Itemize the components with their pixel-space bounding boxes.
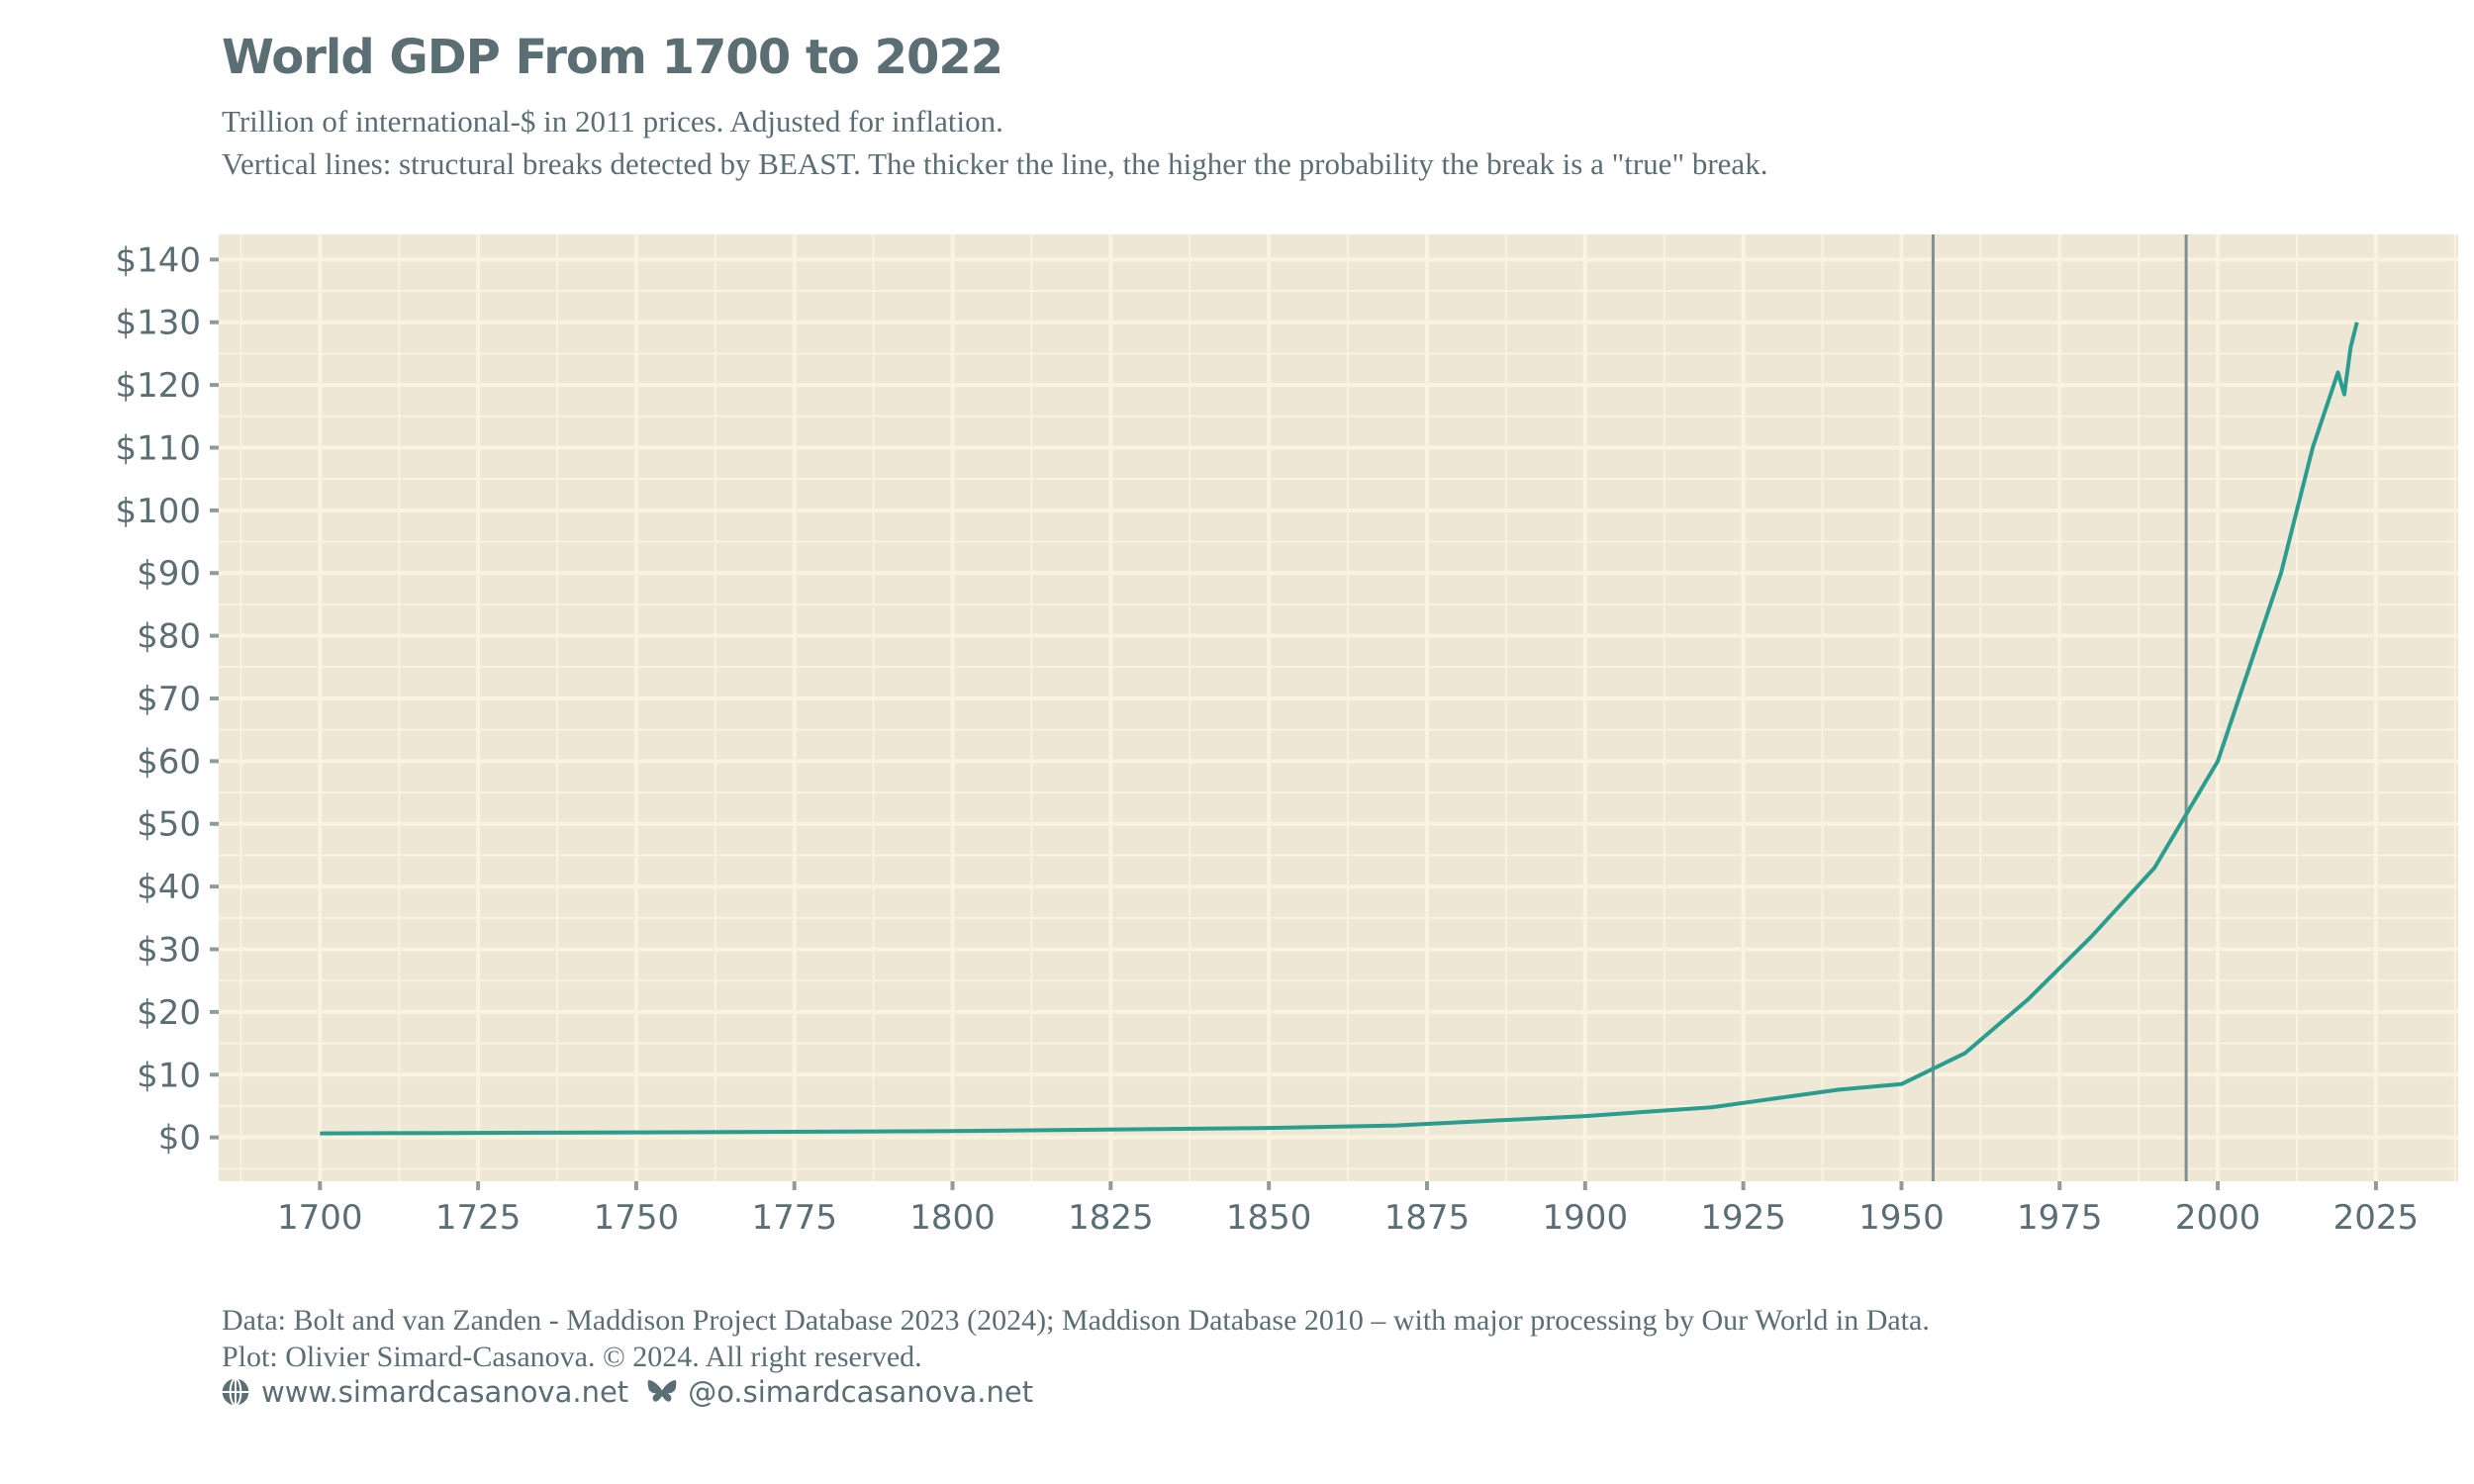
globe-icon	[222, 1377, 249, 1407]
y-tick-label: $100	[115, 492, 201, 531]
y-tick-label: $60	[137, 742, 201, 782]
y-tick-label: $50	[137, 805, 201, 845]
chart: $0 $10 $20 $30 $40 $50 $60 $70 $80 $90 $100 $110 $12…	[115, 234, 2458, 1238]
plot-panel	[219, 234, 2458, 1181]
x-tick-label: 1950	[1858, 1198, 1945, 1238]
x-tick-label: 1925	[1700, 1198, 1786, 1238]
x-tick-label: 1975	[2017, 1198, 2103, 1238]
caption-author: Plot: Olivier Simard-Casanova. © 2024. A…	[222, 1341, 922, 1373]
x-tick-label: 1800	[909, 1198, 996, 1238]
bluesky-link[interactable]: @o.simardcasanova.net	[688, 1375, 1034, 1409]
website-link[interactable]: www.simardcasanova.net	[261, 1375, 629, 1409]
subtitle-line-2: Vertical lines: structural breaks detect…	[222, 146, 1768, 181]
footer-links: www.simardcasanova.net @o.simardcasanova…	[220, 1375, 1033, 1409]
x-tick-label: 2000	[2175, 1198, 2261, 1238]
y-tick-label: $20	[137, 993, 201, 1033]
y-tick-label: $40	[137, 868, 201, 907]
y-tick-label: $130	[115, 304, 201, 343]
y-tick-label: $120	[115, 366, 201, 406]
x-tick-label: 1700	[277, 1198, 363, 1238]
x-tick-label: 1900	[1543, 1198, 1629, 1238]
x-tick-label: 1725	[435, 1198, 522, 1238]
butterfly-icon	[647, 1380, 677, 1402]
x-tick-label: 1850	[1226, 1198, 1312, 1238]
caption-data-source: Data: Bolt and van Zanden - Maddison Pro…	[222, 1304, 1930, 1337]
chart-title: World GDP From 1700 to 2022	[222, 30, 1003, 85]
y-tick-label: $70	[137, 680, 201, 719]
x-tick-label: 1875	[1384, 1198, 1471, 1238]
gdp-line	[320, 322, 2359, 1136]
y-tick-label: $30	[137, 931, 201, 971]
subtitle-line-1: Trillion of international-$ in 2011 pric…	[222, 104, 1003, 139]
y-tick-label: $90	[137, 554, 201, 594]
y-tick-label: $0	[158, 1119, 201, 1159]
y-tick-label: $10	[137, 1056, 201, 1095]
y-tick-label: $110	[115, 428, 201, 468]
x-tick-label: 1750	[594, 1198, 680, 1238]
x-tick-label: 1825	[1068, 1198, 1154, 1238]
y-tick-label: $140	[115, 240, 201, 280]
y-tick-label: $80	[137, 617, 201, 657]
x-tick-label: 1775	[751, 1198, 837, 1238]
x-tick-label: 2025	[2333, 1198, 2420, 1238]
